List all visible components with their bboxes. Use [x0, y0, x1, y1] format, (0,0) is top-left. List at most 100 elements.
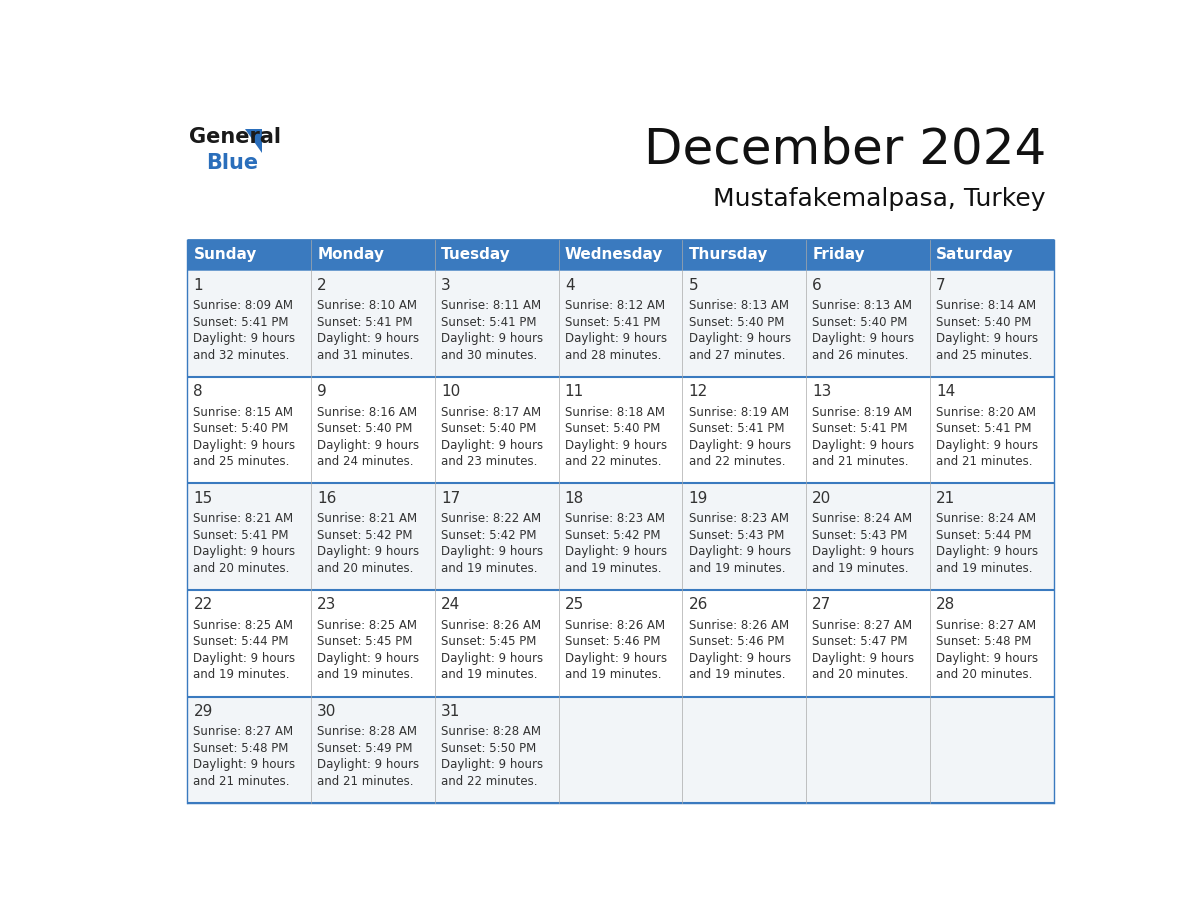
Text: Sunrise: 8:21 AM: Sunrise: 8:21 AM: [317, 512, 417, 525]
Bar: [311, 240, 435, 270]
Text: 2: 2: [317, 278, 327, 293]
Bar: [930, 590, 1054, 697]
Bar: [930, 240, 1054, 270]
Bar: [311, 270, 435, 377]
Text: Daylight: 9 hours: Daylight: 9 hours: [564, 332, 666, 345]
Text: Daylight: 9 hours: Daylight: 9 hours: [689, 439, 791, 452]
Text: Daylight: 9 hours: Daylight: 9 hours: [689, 545, 791, 558]
Text: Sunrise: 8:27 AM: Sunrise: 8:27 AM: [936, 619, 1036, 632]
Bar: [807, 590, 930, 697]
Text: and 31 minutes.: and 31 minutes.: [317, 349, 413, 362]
Text: Sunset: 5:42 PM: Sunset: 5:42 PM: [441, 529, 537, 542]
Text: and 19 minutes.: and 19 minutes.: [564, 668, 662, 681]
Bar: [435, 590, 558, 697]
Text: and 24 minutes.: and 24 minutes.: [317, 455, 413, 468]
Text: Daylight: 9 hours: Daylight: 9 hours: [689, 652, 791, 665]
Bar: [311, 590, 435, 697]
Text: 19: 19: [689, 491, 708, 506]
Text: 10: 10: [441, 385, 460, 399]
Bar: [682, 270, 807, 377]
Text: Sunrise: 8:25 AM: Sunrise: 8:25 AM: [194, 619, 293, 632]
Text: and 20 minutes.: and 20 minutes.: [813, 668, 909, 681]
Text: 9: 9: [317, 385, 327, 399]
Text: Sunrise: 8:19 AM: Sunrise: 8:19 AM: [813, 406, 912, 419]
Bar: [807, 240, 930, 270]
Text: Sunset: 5:41 PM: Sunset: 5:41 PM: [936, 422, 1031, 435]
Text: Sunset: 5:41 PM: Sunset: 5:41 PM: [194, 529, 289, 542]
Text: Wednesday: Wednesday: [564, 248, 663, 263]
Text: 20: 20: [813, 491, 832, 506]
Text: 1: 1: [194, 278, 203, 293]
Text: Sunrise: 8:23 AM: Sunrise: 8:23 AM: [564, 512, 665, 525]
Text: and 28 minutes.: and 28 minutes.: [564, 349, 662, 362]
Text: 17: 17: [441, 491, 460, 506]
Bar: [930, 484, 1054, 590]
Text: Sunset: 5:41 PM: Sunset: 5:41 PM: [813, 422, 908, 435]
Text: and 20 minutes.: and 20 minutes.: [194, 562, 290, 575]
Text: 26: 26: [689, 598, 708, 612]
Text: Sunset: 5:45 PM: Sunset: 5:45 PM: [441, 635, 536, 648]
Text: Daylight: 9 hours: Daylight: 9 hours: [441, 332, 543, 345]
Text: Sunrise: 8:28 AM: Sunrise: 8:28 AM: [441, 725, 541, 738]
Text: Sunset: 5:41 PM: Sunset: 5:41 PM: [194, 316, 289, 329]
Text: Sunrise: 8:26 AM: Sunrise: 8:26 AM: [441, 619, 541, 632]
Text: Sunset: 5:43 PM: Sunset: 5:43 PM: [813, 529, 908, 542]
Text: and 19 minutes.: and 19 minutes.: [441, 562, 537, 575]
Text: and 19 minutes.: and 19 minutes.: [936, 562, 1032, 575]
Text: Sunrise: 8:16 AM: Sunrise: 8:16 AM: [317, 406, 417, 419]
Text: Daylight: 9 hours: Daylight: 9 hours: [936, 332, 1038, 345]
Text: Daylight: 9 hours: Daylight: 9 hours: [813, 652, 915, 665]
Bar: [558, 484, 682, 590]
Text: Sunset: 5:46 PM: Sunset: 5:46 PM: [564, 635, 661, 648]
Text: Sunset: 5:40 PM: Sunset: 5:40 PM: [689, 316, 784, 329]
Bar: [435, 697, 558, 803]
Text: Sunrise: 8:21 AM: Sunrise: 8:21 AM: [194, 512, 293, 525]
Bar: [682, 377, 807, 484]
Text: Daylight: 9 hours: Daylight: 9 hours: [194, 652, 296, 665]
Text: Sunrise: 8:18 AM: Sunrise: 8:18 AM: [564, 406, 665, 419]
Text: Daylight: 9 hours: Daylight: 9 hours: [936, 652, 1038, 665]
Polygon shape: [246, 129, 263, 153]
Bar: [558, 697, 682, 803]
Text: Sunrise: 8:20 AM: Sunrise: 8:20 AM: [936, 406, 1036, 419]
Text: and 32 minutes.: and 32 minutes.: [194, 349, 290, 362]
Text: Sunrise: 8:13 AM: Sunrise: 8:13 AM: [689, 299, 789, 312]
Text: Daylight: 9 hours: Daylight: 9 hours: [441, 652, 543, 665]
Text: Daylight: 9 hours: Daylight: 9 hours: [441, 439, 543, 452]
Text: 16: 16: [317, 491, 336, 506]
Text: Sunset: 5:40 PM: Sunset: 5:40 PM: [194, 422, 289, 435]
Text: 24: 24: [441, 598, 460, 612]
Text: 7: 7: [936, 278, 946, 293]
Text: 12: 12: [689, 385, 708, 399]
Text: 4: 4: [564, 278, 575, 293]
Bar: [807, 484, 930, 590]
Text: Sunrise: 8:24 AM: Sunrise: 8:24 AM: [936, 512, 1036, 525]
Bar: [682, 240, 807, 270]
Text: Sunset: 5:49 PM: Sunset: 5:49 PM: [317, 742, 412, 755]
Text: Daylight: 9 hours: Daylight: 9 hours: [813, 332, 915, 345]
Text: Sunrise: 8:27 AM: Sunrise: 8:27 AM: [813, 619, 912, 632]
Text: and 20 minutes.: and 20 minutes.: [317, 562, 413, 575]
Text: Daylight: 9 hours: Daylight: 9 hours: [317, 332, 419, 345]
Bar: [558, 377, 682, 484]
Bar: [188, 484, 311, 590]
Text: Sunrise: 8:12 AM: Sunrise: 8:12 AM: [564, 299, 665, 312]
Text: 22: 22: [194, 598, 213, 612]
Text: Sunset: 5:48 PM: Sunset: 5:48 PM: [936, 635, 1031, 648]
Text: 3: 3: [441, 278, 450, 293]
Bar: [807, 377, 930, 484]
Text: Daylight: 9 hours: Daylight: 9 hours: [564, 545, 666, 558]
Bar: [682, 697, 807, 803]
Text: 28: 28: [936, 598, 955, 612]
Text: Sunset: 5:45 PM: Sunset: 5:45 PM: [317, 635, 412, 648]
Bar: [188, 590, 311, 697]
Text: 15: 15: [194, 491, 213, 506]
Text: Sunset: 5:41 PM: Sunset: 5:41 PM: [441, 316, 537, 329]
Bar: [558, 590, 682, 697]
Bar: [435, 484, 558, 590]
Text: and 22 minutes.: and 22 minutes.: [441, 775, 537, 788]
Text: 8: 8: [194, 385, 203, 399]
Text: and 25 minutes.: and 25 minutes.: [194, 455, 290, 468]
Text: and 23 minutes.: and 23 minutes.: [441, 455, 537, 468]
Text: Sunset: 5:40 PM: Sunset: 5:40 PM: [441, 422, 536, 435]
